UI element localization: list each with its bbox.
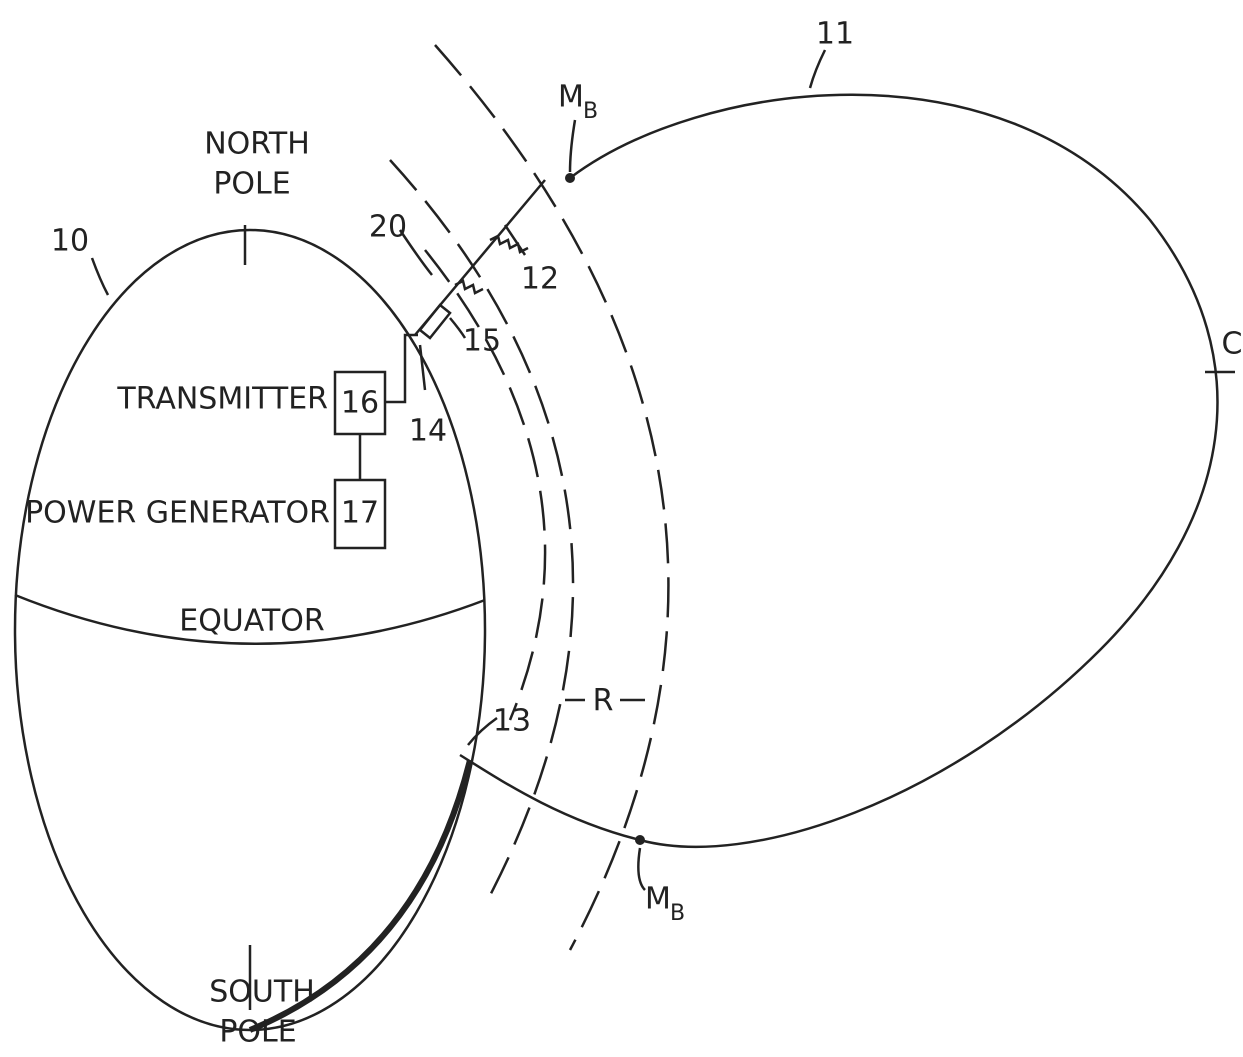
label: 20 bbox=[369, 210, 407, 245]
field-line bbox=[459, 93, 1219, 849]
mirror-point-dot bbox=[635, 835, 645, 845]
leader bbox=[418, 344, 427, 391]
wave bbox=[454, 234, 529, 295]
label: 12 bbox=[521, 262, 559, 297]
connector bbox=[385, 333, 418, 404]
leader bbox=[808, 49, 827, 89]
label: EQUATOR bbox=[179, 604, 325, 639]
dashed-arc bbox=[424, 249, 547, 721]
leader bbox=[467, 716, 498, 746]
label: NORTH bbox=[204, 127, 310, 162]
dashed-arc bbox=[434, 44, 670, 951]
label: POWER GENERATOR bbox=[25, 496, 330, 531]
label: C bbox=[1222, 327, 1243, 362]
label: B bbox=[670, 901, 685, 926]
label: B bbox=[583, 99, 598, 124]
mirror-point-dot bbox=[565, 173, 575, 183]
label: 16 bbox=[341, 386, 379, 421]
label: 13 bbox=[493, 704, 531, 739]
label: 15 bbox=[463, 324, 501, 359]
label: M bbox=[558, 80, 584, 115]
label: R bbox=[593, 684, 614, 719]
earth-region-13 bbox=[248, 759, 473, 1033]
dashed-arc bbox=[389, 159, 575, 906]
label: M bbox=[645, 882, 671, 917]
label: 11 bbox=[816, 17, 854, 52]
leader bbox=[398, 229, 433, 276]
leader bbox=[90, 257, 110, 296]
leader bbox=[503, 224, 527, 256]
label: 17 bbox=[341, 496, 379, 531]
leader bbox=[568, 119, 577, 173]
leader bbox=[637, 847, 646, 891]
antenna bbox=[418, 303, 452, 340]
label: 14 bbox=[409, 414, 447, 449]
label: POLE bbox=[219, 1015, 296, 1050]
label: 10 bbox=[51, 224, 89, 259]
label: SOUTH bbox=[209, 975, 315, 1010]
leader bbox=[449, 317, 467, 339]
equator-line bbox=[14, 593, 486, 646]
label: TRANSMITTER bbox=[116, 382, 328, 417]
label: POLE bbox=[213, 167, 290, 202]
